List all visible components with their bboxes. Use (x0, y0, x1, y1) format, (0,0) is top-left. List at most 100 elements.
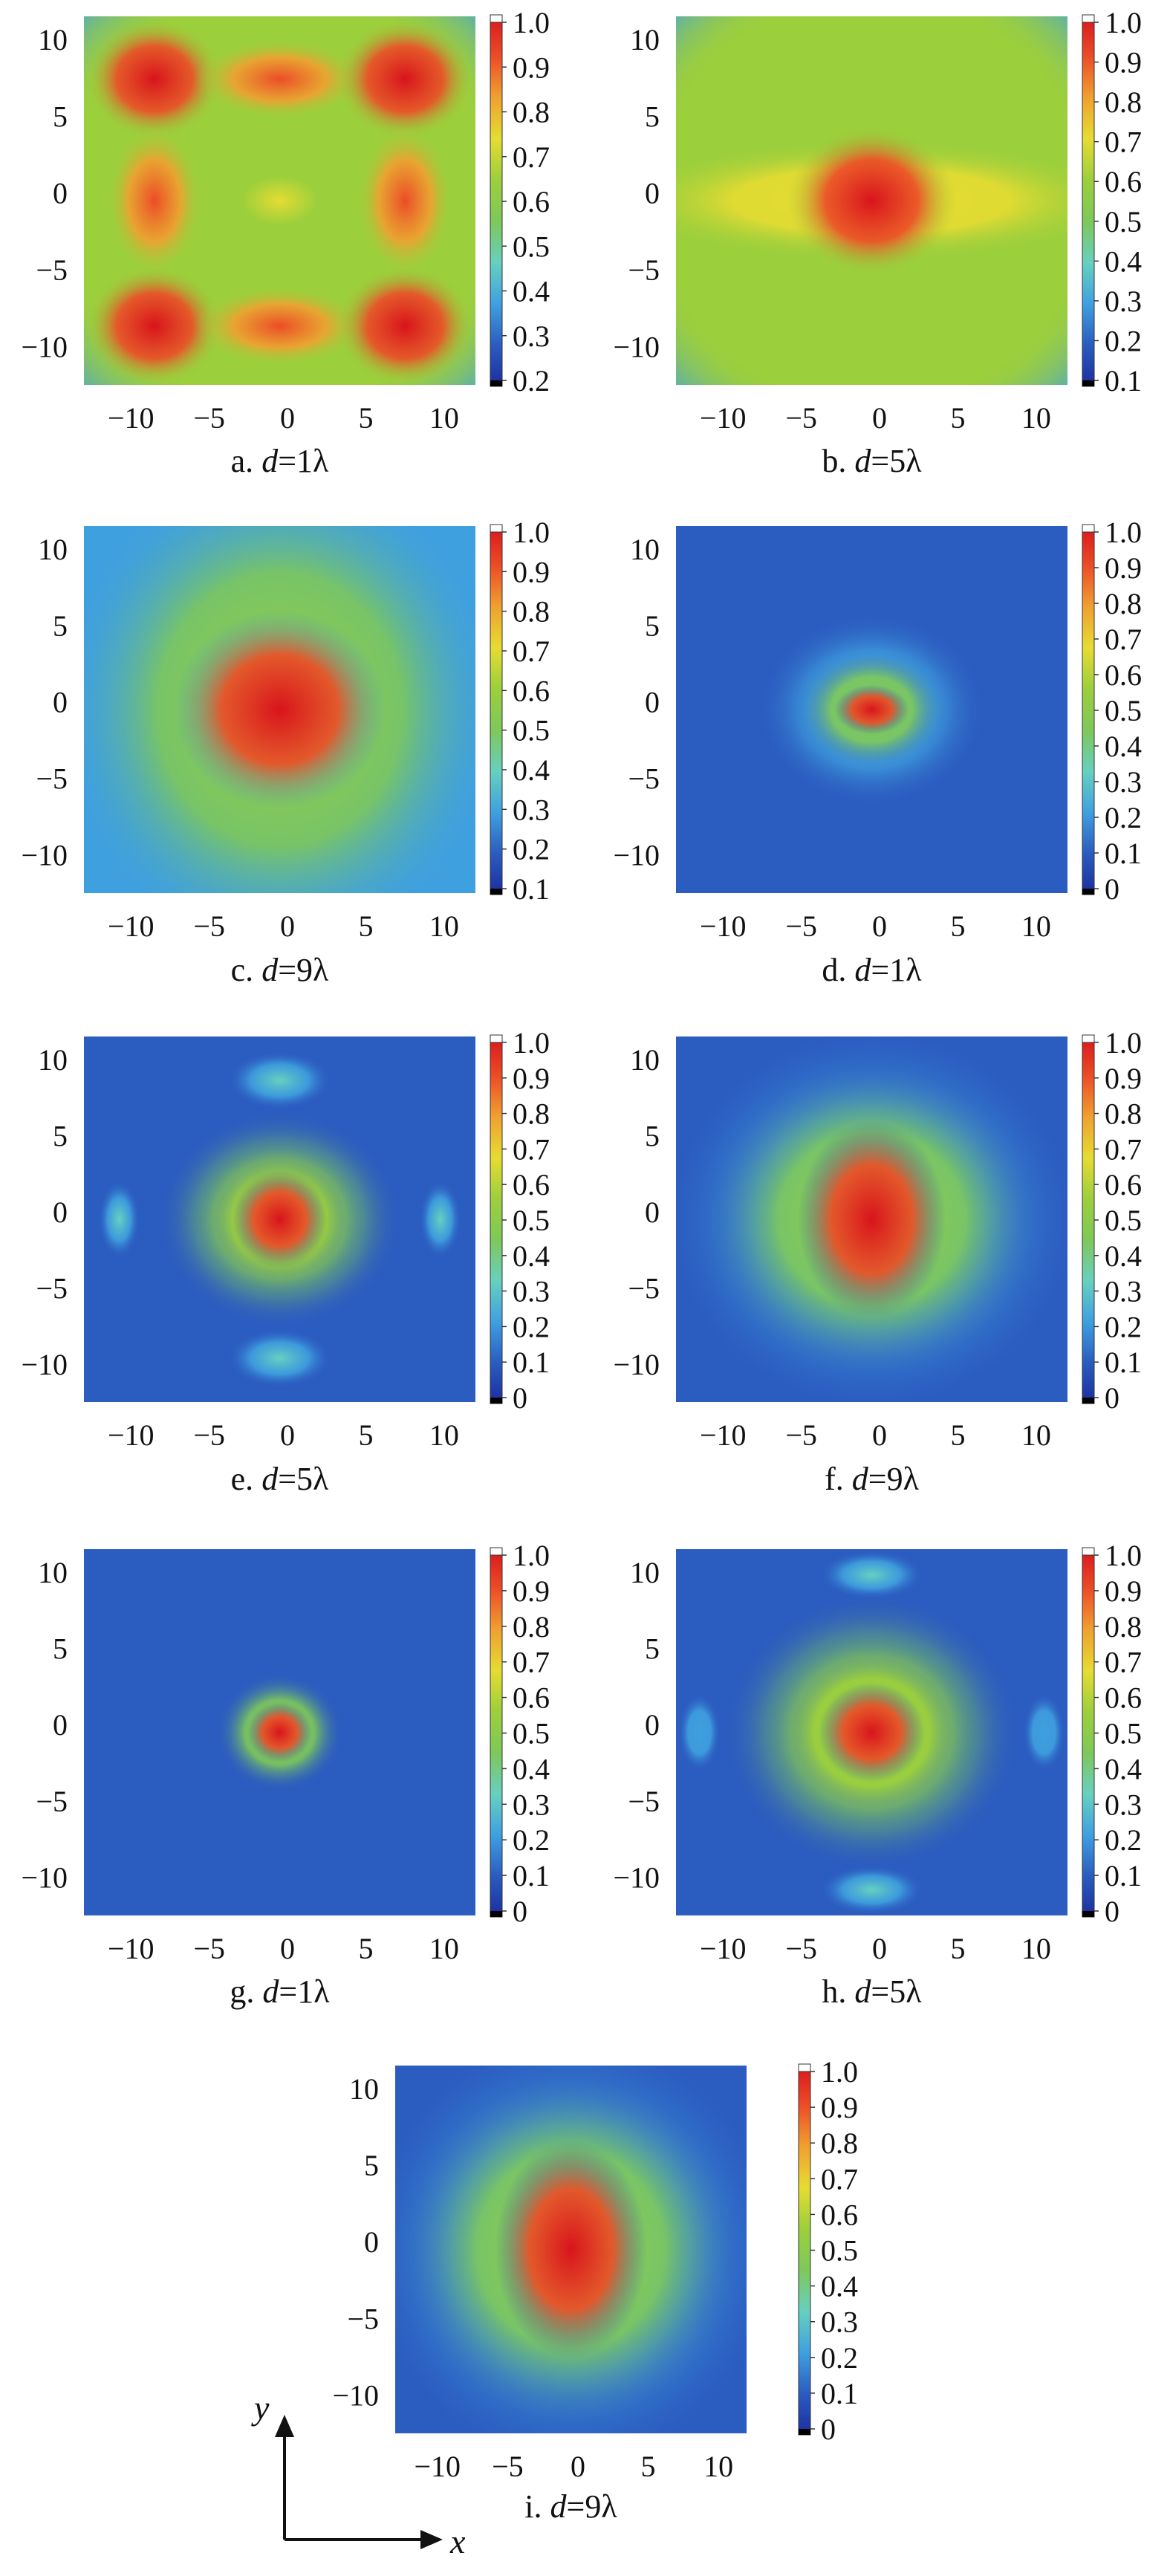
x-tick-label: −10 (700, 401, 747, 435)
colorbar-tick-label: 0.4 (1105, 730, 1142, 763)
colorbar-tick-label: 0.2 (1105, 1823, 1142, 1857)
panel-caption-e: e. d=5λ (231, 1461, 329, 1497)
y-tick-label: 0 (645, 177, 660, 210)
colorbar-tick-label: 0.3 (821, 2306, 858, 2339)
heat-spot (819, 1682, 925, 1782)
caption-value: =1λ (871, 952, 922, 988)
caption-prefix: f. (825, 1461, 852, 1497)
colorbar-tick-label: 1.0 (513, 6, 550, 39)
colorbar-tick-label: 0.5 (1105, 694, 1142, 727)
colorbar-c (490, 524, 503, 895)
colorbar-tick-label: 0.5 (821, 2234, 858, 2268)
heat-spot (227, 1328, 333, 1388)
x-tick-label: 10 (1021, 1418, 1051, 1452)
panel-d: −10 −5 0 5 101050−5−101.00.90.80.70.60.50.40… (613, 516, 1142, 988)
colorbar-tick-label: 0 (513, 1895, 527, 1928)
colorbar-tick-label: 0.5 (1105, 205, 1142, 239)
x-tick-label: 5 (358, 1932, 373, 1965)
x-tick-label: −10 (108, 1932, 155, 1965)
colorbar-tick-label: 1.0 (1105, 6, 1142, 39)
colorbar-tick-label: 0.7 (821, 2162, 858, 2196)
colorbar-tick-label: 0.6 (513, 185, 550, 218)
colorbar-bottom-cap (1082, 380, 1094, 386)
heatmap-a (84, 16, 475, 385)
x-tick-label: 5 (950, 1418, 965, 1452)
heat-spot (495, 2140, 647, 2359)
colorbar-tick-label: 0.6 (1105, 1168, 1142, 1201)
caption-variable: d (854, 1973, 871, 2010)
colorbar-tick-label: 0.4 (1105, 1752, 1142, 1785)
colorbar-tick-label: 0 (1105, 1895, 1119, 1928)
y-tick-label: −5 (347, 2302, 379, 2335)
heat-spot (834, 684, 909, 735)
x-tick-label: 5 (358, 401, 373, 435)
y-tick-label: 0 (53, 1708, 68, 1742)
colorbar-tick-label: 0.9 (513, 1574, 550, 1608)
y-tick-label: −10 (613, 839, 660, 872)
x-tick-label: 0 (280, 909, 295, 943)
x-tick-label: 10 (1021, 401, 1051, 435)
colorbar-tick-label: 0.6 (1105, 165, 1142, 198)
x-tick-label: −5 (785, 909, 817, 943)
y-tick-label: 0 (364, 2225, 379, 2259)
colorbar-tick-label: 0.8 (1105, 587, 1142, 620)
heatmap-e (84, 1036, 475, 1402)
heat-spot (211, 155, 348, 246)
colorbar-tick-label: 0.2 (513, 1310, 550, 1343)
caption-prefix: h. (822, 1973, 854, 2010)
colorbar-tick-label: 1.0 (513, 1539, 550, 1572)
colorbar-tick-label: 0.7 (513, 635, 550, 668)
y-tick-label: 0 (645, 1708, 660, 1742)
x-tick-label: −5 (785, 1932, 817, 1965)
x-tick-label: 5 (950, 1932, 965, 1965)
colorbar-top-cap (490, 14, 503, 23)
x-tick-label: −5 (193, 909, 225, 943)
caption-value: =9λ (868, 1461, 920, 1497)
heat-spot (787, 126, 957, 276)
y-tick-label: 10 (349, 2072, 379, 2106)
caption-prefix: d. (822, 952, 854, 988)
x-tick-label: 5 (358, 909, 373, 943)
colorbar-tick-label: 0.5 (1105, 1717, 1142, 1751)
heatmap-d (676, 526, 1067, 893)
x-tick-label: −10 (700, 909, 747, 943)
y-tick-label: −10 (613, 1348, 660, 1381)
colorbar-tick-label: 0.9 (1105, 551, 1142, 585)
colorbar-tick-label: 0.9 (513, 1062, 550, 1095)
colorbar-bottom-cap (490, 889, 502, 895)
colorbar-bottom-cap (490, 380, 502, 386)
colorbar-f (1082, 1034, 1095, 1404)
heat-spot (97, 1179, 140, 1259)
y-tick-label: 10 (38, 23, 68, 56)
caption-value: =1λ (278, 443, 329, 479)
colorbar-tick-label: 0.5 (513, 1204, 550, 1237)
heat-spot (819, 1865, 925, 1915)
panel-b: −10 −5 0 5 10 10 5 0 −5 −10 1.0 0.9 0.8 0.7 0.6 0.5 0.4 0… (613, 6, 1142, 479)
colorbar-bottom-cap (1082, 1398, 1094, 1404)
colorbar-tick-label: 0.4 (821, 2270, 858, 2303)
colorbar-tick-label: 0.6 (513, 1168, 550, 1201)
x-tick-label: 10 (1021, 909, 1051, 943)
colorbar-tick-label: 0.7 (513, 1132, 550, 1166)
y-tick-label: 5 (53, 1632, 68, 1666)
x-tick-label: 5 (641, 2450, 656, 2483)
x-tick-label: 0 (872, 1418, 887, 1452)
panels-layer: −10 −5 0 5 101050−5−101.00.90.80.70.60.50.40… (21, 6, 1142, 2525)
panel-g: −10 −5 0 5 101050−5−101.00.90.80.70.60.50.40… (21, 1539, 550, 2010)
y-tick-label: 5 (645, 609, 660, 643)
heat-spot (227, 1051, 333, 1110)
caption-value: =1λ (279, 1973, 330, 2010)
caption-variable: d (261, 443, 279, 479)
caption-variable: d (854, 952, 871, 988)
x-tick-label: 5 (358, 1418, 373, 1452)
colorbar-tick-label: 0.3 (1105, 285, 1142, 318)
y-tick-label: 0 (53, 177, 68, 210)
y-tick-label: −5 (36, 1785, 68, 1818)
caption-prefix: e. (231, 1461, 262, 1497)
y-tick-label: 0 (645, 1195, 660, 1229)
colorbar-tick-label: 0.9 (1105, 1062, 1142, 1095)
y-tick-label: 5 (53, 609, 68, 643)
x-tick-label: 10 (703, 2450, 733, 2483)
colorbar-tick-label: 0.1 (1105, 1859, 1142, 1892)
